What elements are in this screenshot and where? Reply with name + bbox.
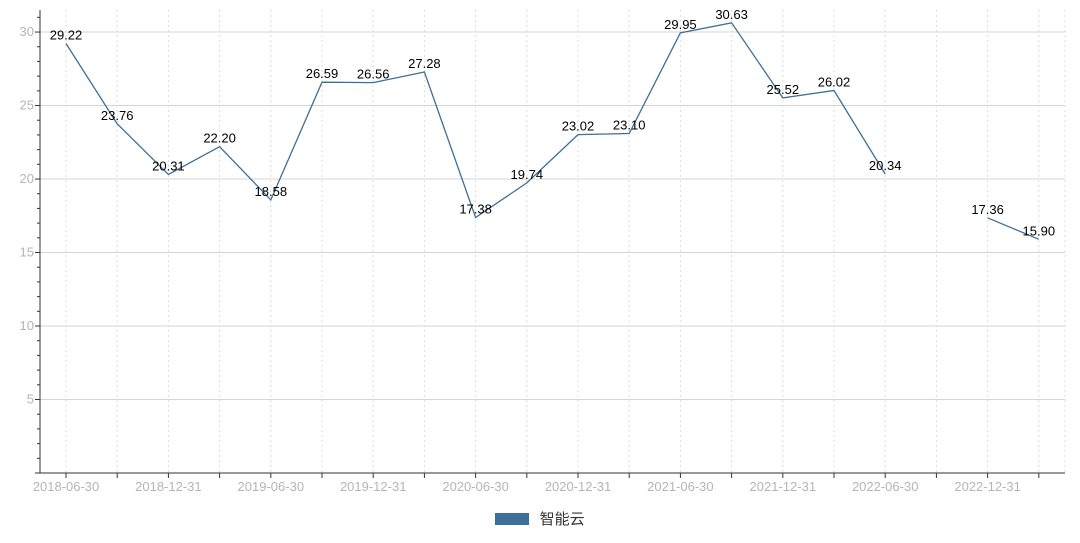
data-label: 22.20 bbox=[203, 131, 236, 146]
y-tick-label: 15 bbox=[20, 245, 34, 260]
data-label: 26.02 bbox=[818, 75, 851, 90]
x-tick-label: 2020-12-31 bbox=[545, 479, 612, 494]
series-lines bbox=[65, 22, 1040, 240]
data-label: 20.34 bbox=[869, 158, 902, 173]
data-label: 23.02 bbox=[562, 119, 595, 134]
x-tick-label: 2022-12-31 bbox=[954, 479, 1021, 494]
data-label: 19.74 bbox=[511, 167, 544, 182]
series-line bbox=[65, 22, 886, 219]
grid-lines bbox=[40, 10, 1066, 473]
data-label: 27.28 bbox=[408, 56, 441, 71]
data-label: 15.90 bbox=[1023, 223, 1056, 238]
x-tick-label: 2021-06-30 bbox=[647, 479, 714, 494]
data-label: 17.36 bbox=[971, 202, 1004, 217]
x-tick-label: 2021-12-31 bbox=[750, 479, 817, 494]
data-label: 29.95 bbox=[664, 17, 697, 32]
data-label: 17.38 bbox=[459, 202, 492, 217]
y-tick-label: 25 bbox=[20, 98, 34, 113]
x-tick-label: 2018-12-31 bbox=[135, 479, 202, 494]
series-line bbox=[987, 217, 1040, 240]
data-label: 26.59 bbox=[306, 66, 339, 81]
x-tick-label: 2019-06-30 bbox=[238, 479, 305, 494]
legend-swatch bbox=[495, 512, 530, 525]
x-tick-label: 2022-06-30 bbox=[852, 479, 919, 494]
y-tick-label: 30 bbox=[20, 24, 34, 39]
data-label: 25.52 bbox=[767, 82, 800, 97]
y-tick-label: 10 bbox=[20, 318, 34, 333]
data-label: 20.31 bbox=[152, 158, 185, 173]
data-label: 29.22 bbox=[50, 28, 83, 43]
data-label: 30.63 bbox=[715, 7, 748, 22]
x-tick-label: 2020-06-30 bbox=[442, 479, 509, 494]
legend-label: 智能云 bbox=[539, 510, 585, 528]
data-label: 26.56 bbox=[357, 67, 390, 82]
data-label: 23.10 bbox=[613, 117, 646, 132]
data-label: 23.76 bbox=[101, 108, 134, 123]
data-label: 18.58 bbox=[255, 184, 288, 199]
x-tick-label: 2019-12-31 bbox=[340, 479, 407, 494]
x-tick-label: 2018-06-30 bbox=[33, 479, 100, 494]
legend[interactable]: 智能云 bbox=[0, 508, 1080, 529]
axes: 5 10 15 20 25 30 2018-06-30 2018-12-31 2019-06-3… bbox=[20, 10, 1065, 494]
y-tick-label: 5 bbox=[27, 392, 34, 407]
data-labels: 29.22 23.76 20.31 22.20 18.58 26.59 26.56 27.28… bbox=[50, 7, 1055, 239]
y-tick-label: 20 bbox=[20, 171, 34, 186]
